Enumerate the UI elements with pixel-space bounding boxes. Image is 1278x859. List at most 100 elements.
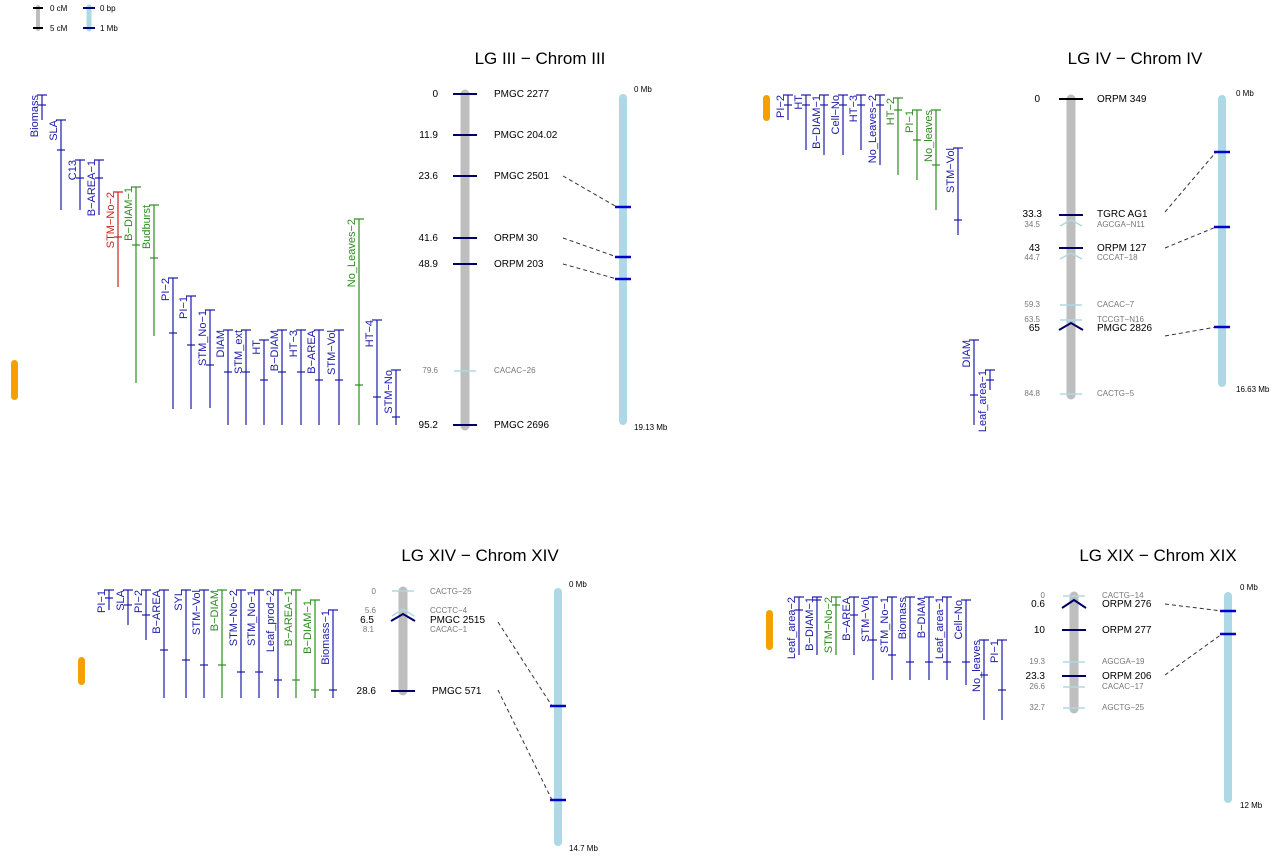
physical-start-label: 0 Mb bbox=[569, 580, 587, 589]
qtl-interval: B−AREA bbox=[306, 329, 324, 425]
legend-chrom-swatch bbox=[83, 4, 95, 32]
qtl-interval: PI−1 bbox=[904, 109, 922, 180]
qtl-interval: B−AREA bbox=[151, 589, 169, 698]
marker-position: 6.5 bbox=[360, 615, 374, 626]
marker-row: 33.3 TGRC AG1 bbox=[1023, 209, 1148, 220]
qtl-interval: HT−3 bbox=[288, 329, 306, 425]
qtl-intervals: PI−2 HT B−DIAM−1 Cell−No HT−3 No_Leaves−… bbox=[775, 94, 995, 432]
qtl-intervals: PI−1 SLA PI−2 B−AREA SYL STM−Vol B−DIAM … bbox=[96, 589, 338, 698]
legend: 0 cM 5 cM 0 bp 1 Mb bbox=[33, 4, 118, 33]
qtl-interval: No_Leaves−2 bbox=[867, 94, 885, 165]
qtl-interval: Leaf_prod−2 bbox=[265, 589, 283, 698]
qtl-label: PI−2 bbox=[133, 590, 145, 613]
qtl-label: Biomass bbox=[897, 597, 909, 640]
qtl-interval: No_leaves bbox=[971, 639, 989, 720]
marker-name: AGCTG−25 bbox=[1102, 703, 1145, 712]
marker-position: 11.9 bbox=[419, 130, 438, 141]
qtl-label: STM_ext bbox=[233, 330, 245, 374]
qtl-interval: DIAM bbox=[215, 329, 233, 425]
qtl-label: No_Leaves−2 bbox=[346, 219, 358, 287]
qtl-label: HT−3 bbox=[848, 95, 860, 122]
marker-name: CCCAT−18 bbox=[1097, 253, 1138, 262]
qtl-label: PI−1 bbox=[904, 110, 916, 133]
qtl-label: HT bbox=[251, 340, 263, 355]
marker-row: 43 ORPM 127 bbox=[1029, 243, 1147, 254]
marker-position: 10 bbox=[1034, 625, 1046, 636]
marker-position: 95.2 bbox=[419, 420, 439, 431]
panel-title: LG XIX − Chrom XIX bbox=[1079, 546, 1236, 565]
qtl-interval: B−DIAM−1 bbox=[804, 596, 822, 655]
qtl-interval: SYL bbox=[173, 589, 191, 698]
marker-row-minor: 34.5 AGCGA−N11 bbox=[1024, 219, 1145, 229]
qtl-interval: STM−No−2 bbox=[823, 596, 841, 655]
marker-row: 23.3 ORPM 206 bbox=[1026, 671, 1152, 682]
qtl-interval: C13 bbox=[67, 159, 85, 210]
marker-name: CACTG−25 bbox=[430, 587, 472, 596]
qtl-interval: HT bbox=[793, 94, 811, 150]
marker-position: 8.1 bbox=[363, 625, 375, 634]
marker-row-minor: 63.5 TCCGT−N16 bbox=[1024, 315, 1144, 324]
marker-name: CACAC−17 bbox=[1102, 682, 1144, 691]
marker-name: CACTG−5 bbox=[1097, 389, 1135, 398]
qtl-label: B−DIAM−1 bbox=[302, 600, 314, 654]
marker-position: 23.3 bbox=[1026, 671, 1046, 682]
qtl-interval: B−DIAM−1 bbox=[302, 599, 320, 698]
marker-row-minor: 32.7 AGCTG−25 bbox=[1029, 703, 1144, 712]
marker-name: CACAC−1 bbox=[430, 625, 468, 634]
qtl-label: Leaf_area−1 bbox=[934, 597, 946, 659]
qtl-label: B−DIAM−1 bbox=[811, 95, 823, 149]
panel-title: LG IV − Chrom IV bbox=[1068, 49, 1203, 68]
physical-end-label: 19.13 Mb bbox=[634, 423, 668, 432]
panel-lg-iii: LG III − Chrom III 0 Mb 19.13 Mb 0 PMGC … bbox=[11, 49, 668, 432]
qtl-interval: HT−3 bbox=[848, 94, 866, 150]
marker-name: TGRC AG1 bbox=[1097, 209, 1148, 220]
qtl-interval: STM_No−1 bbox=[197, 309, 215, 408]
marker-name: TCCGT−N16 bbox=[1097, 315, 1144, 324]
qtl-label: STM−No−2 bbox=[823, 597, 835, 653]
qtl-label: B−AREA−1 bbox=[283, 590, 295, 646]
marker-row-minor: 0 CACTG−14 bbox=[1041, 591, 1145, 600]
qtl-label: STM_No−1 bbox=[246, 590, 258, 646]
marker-row: 41.6 ORPM 30 bbox=[419, 233, 539, 244]
marker-position: 0 bbox=[432, 89, 438, 100]
qtl-label: B−DIAM−1 bbox=[123, 187, 135, 241]
marker-position: 33.3 bbox=[1023, 209, 1043, 220]
qtl-label: HT−4 bbox=[364, 320, 376, 347]
qtl-label: SLA bbox=[48, 119, 60, 140]
qtl-interval: PI−2 bbox=[160, 277, 178, 409]
qtl-interval: STM−Vol bbox=[191, 589, 209, 698]
marker-name: PMGC 2277 bbox=[494, 89, 549, 100]
highlight-marker bbox=[766, 610, 773, 650]
marker-row: 0 PMGC 2277 bbox=[432, 89, 549, 100]
qtl-interval: STM−No−2 bbox=[228, 589, 246, 698]
qtl-label: PI−1 bbox=[96, 590, 108, 613]
qtl-interval: HT−2 bbox=[885, 97, 903, 175]
qtl-interval: STM−No bbox=[383, 369, 401, 425]
qtl-interval: DIAM bbox=[961, 339, 979, 425]
marker-name: PMGC 2826 bbox=[1097, 323, 1152, 334]
marker-name: CACTG−14 bbox=[1102, 591, 1144, 600]
panel-title: LG III − Chrom III bbox=[475, 49, 606, 68]
highlight-marker bbox=[11, 360, 18, 400]
marker-name: ORPM 30 bbox=[494, 233, 538, 244]
physical-end-label: 16.63 Mb bbox=[1236, 385, 1270, 394]
qtl-label: PI−2 bbox=[775, 95, 787, 118]
qtl-interval: STM−Vol bbox=[326, 329, 344, 425]
physical-links bbox=[1164, 603, 1236, 676]
qtl-label: DIAM bbox=[961, 340, 973, 368]
qtl-label: Biomass−1 bbox=[320, 610, 332, 665]
qtl-label: STM−No bbox=[383, 370, 395, 414]
marker-row: 23.6 PMGC 2501 bbox=[419, 171, 550, 182]
qtl-interval: B−DIAM bbox=[916, 596, 934, 680]
qtl-label: STM−No−2 bbox=[105, 192, 117, 248]
qtl-label: HT bbox=[793, 95, 805, 110]
qtl-label: HT−2 bbox=[885, 98, 897, 125]
marker-name: AGCGA−19 bbox=[1102, 657, 1145, 666]
physical-start-label: 0 Mb bbox=[634, 85, 652, 94]
qtl-label: Cell−No bbox=[830, 95, 842, 134]
qtl-interval: Cell−No bbox=[830, 94, 848, 155]
qtl-interval: PI−1 bbox=[989, 639, 1007, 720]
panel-lg-iv: LG IV − Chrom IV 0 Mb 16.63 Mb 0 ORPM 34… bbox=[763, 49, 1270, 432]
marker-row-minor: 59.3 CACAC−7 bbox=[1024, 300, 1134, 309]
marker-position: 41.6 bbox=[419, 233, 439, 244]
